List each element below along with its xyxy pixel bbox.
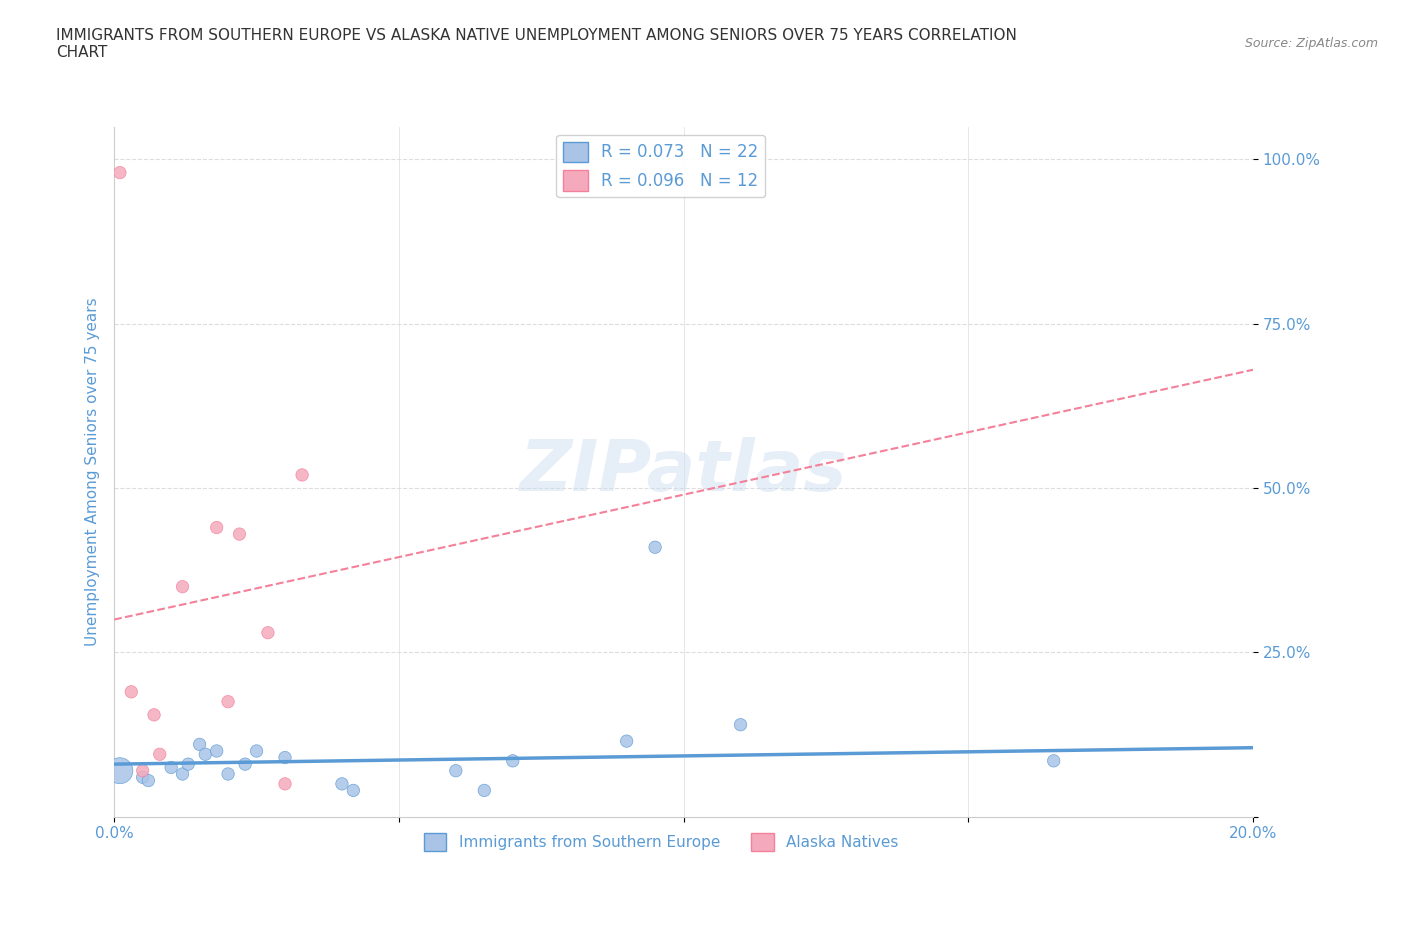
Point — [616, 734, 638, 749]
Point — [120, 684, 142, 699]
Point — [502, 753, 524, 768]
Point — [205, 520, 228, 535]
Point — [472, 783, 495, 798]
Point — [644, 539, 666, 554]
Point — [245, 744, 267, 759]
Point — [1042, 753, 1064, 768]
Point — [149, 747, 172, 762]
Point — [108, 764, 131, 778]
Point — [160, 760, 183, 775]
Text: IMMIGRANTS FROM SOUTHERN EUROPE VS ALASKA NATIVE UNEMPLOYMENT AMONG SENIORS OVER: IMMIGRANTS FROM SOUTHERN EUROPE VS ALASK… — [56, 28, 1017, 60]
Point — [217, 695, 239, 710]
Point — [444, 764, 467, 778]
Point — [131, 770, 153, 785]
Point — [217, 766, 239, 781]
Point — [205, 744, 228, 759]
Point — [274, 777, 297, 791]
Point — [177, 757, 200, 772]
Point — [188, 737, 211, 751]
Point — [330, 777, 353, 791]
Legend: Immigrants from Southern Europe, Alaska Natives: Immigrants from Southern Europe, Alaska … — [418, 827, 904, 857]
Point — [233, 757, 256, 772]
Point — [131, 764, 153, 778]
Point — [274, 751, 297, 765]
Text: Source: ZipAtlas.com: Source: ZipAtlas.com — [1244, 37, 1378, 50]
Point — [108, 166, 131, 180]
Point — [291, 468, 314, 483]
Point — [172, 579, 194, 594]
Point — [172, 766, 194, 781]
Text: ZIPatlas: ZIPatlas — [520, 437, 848, 506]
Point — [194, 747, 217, 762]
Point — [228, 526, 250, 541]
Point — [257, 625, 280, 640]
Point — [342, 783, 364, 798]
Y-axis label: Unemployment Among Seniors over 75 years: Unemployment Among Seniors over 75 years — [86, 298, 100, 646]
Point — [730, 717, 752, 732]
Point — [143, 708, 166, 723]
Point — [138, 773, 160, 788]
